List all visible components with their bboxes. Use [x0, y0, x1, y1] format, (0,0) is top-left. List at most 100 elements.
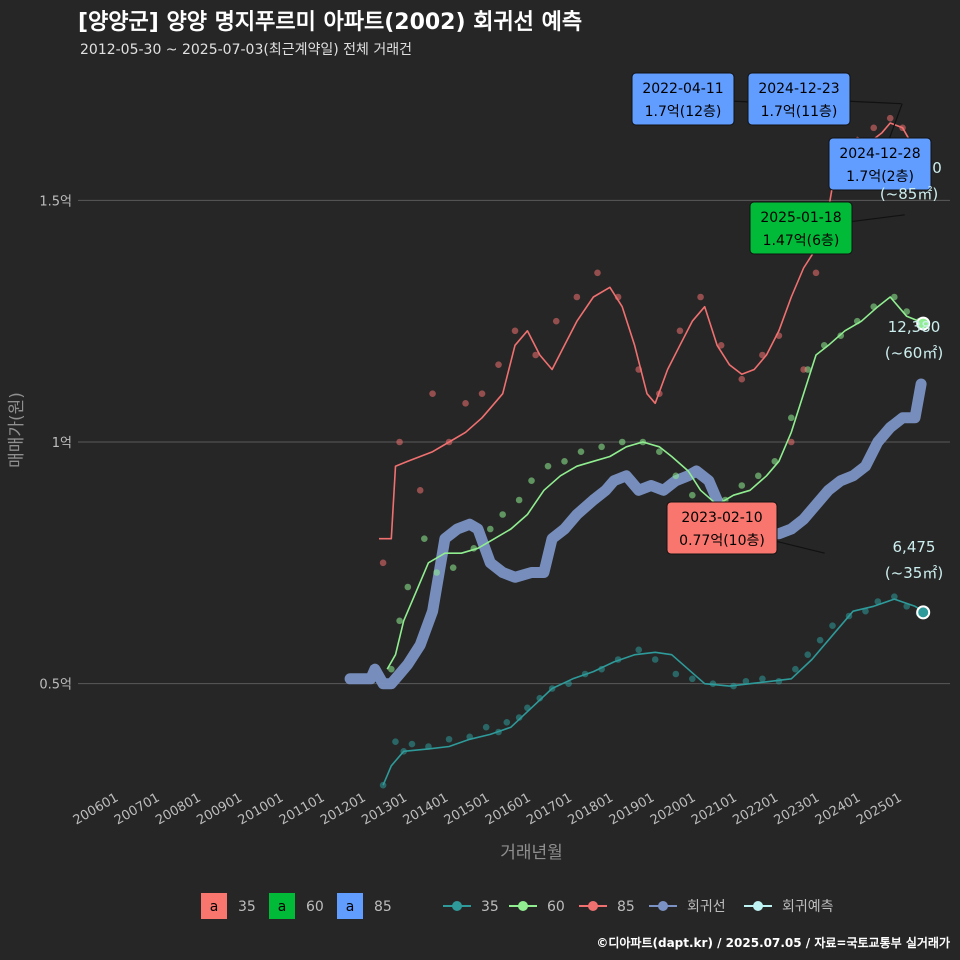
- data-point-35: [742, 677, 750, 685]
- end-label-value: 0: [932, 159, 942, 177]
- legend-line-label: 35: [481, 899, 499, 915]
- annotation-price: 1.47억(6층): [763, 233, 840, 249]
- end-label-unit: (~60㎡): [885, 344, 943, 362]
- data-point-85: [594, 269, 601, 277]
- x-tick-label: 201301: [359, 790, 409, 828]
- legend-line-dot: [452, 901, 462, 911]
- data-point-60: [561, 458, 568, 465]
- data-point-60: [433, 569, 440, 576]
- x-tick-label: 201601: [483, 790, 533, 828]
- data-point-35: [862, 607, 869, 615]
- end-label-unit: (~35㎡): [885, 564, 943, 582]
- data-point-85: [573, 293, 581, 301]
- annotation-price: 1.7억(11층): [761, 104, 838, 120]
- data-point-60: [672, 472, 680, 480]
- y-tick-label: 0.5억: [39, 678, 72, 693]
- annotations: 2022-04-11 1.7억(12층) 2024-12-23 1.7억(11층) 20…: [631, 72, 932, 555]
- x-axis-ticks: 2006012007012008012009012010012011012012…: [71, 790, 905, 828]
- data-point-60: [388, 665, 395, 673]
- data-point-85: [870, 124, 878, 132]
- data-point-60: [404, 583, 412, 591]
- legend-fill-label: 85: [374, 899, 392, 915]
- source-caption: ©디아파트(dapt.kr) / 2025.07.05 / 자료=국토교통부 실…: [596, 936, 950, 950]
- end-label-value: 6,475: [893, 538, 936, 556]
- end-labels: 12,380 (~60㎡) 6,475 (~35㎡) 0 (~85㎡): [880, 159, 943, 582]
- legend-line-label: 85: [617, 899, 635, 915]
- data-point-35: [503, 719, 511, 726]
- legend-fill-key: [269, 893, 295, 919]
- data-point-35: [829, 622, 836, 629]
- data-point-60: [891, 293, 898, 301]
- annotation-price: 1.7억(12층): [645, 104, 722, 120]
- x-tick-label: 201001: [236, 790, 286, 828]
- y-axis-ticks: 0.5억 1억 1.5억: [39, 194, 72, 692]
- legend-line-dot: [588, 901, 598, 911]
- annotation-box: [666, 501, 778, 555]
- data-point-85: [416, 487, 424, 494]
- annotation-date: 2024-12-28: [839, 146, 920, 162]
- data-point-35: [445, 735, 453, 743]
- chart-title: [양양군] 양양 명지푸르미 아파트(2002) 회귀선 예측: [78, 10, 583, 35]
- x-tick-label: 200601: [71, 790, 121, 828]
- legend-fill-key: [201, 893, 227, 919]
- data-point-85: [478, 390, 486, 397]
- x-tick-label: 201401: [401, 790, 451, 828]
- annotation-price: 1.7억(2층): [846, 169, 914, 185]
- data-point-35: [816, 636, 824, 644]
- data-point-85: [717, 342, 725, 349]
- data-point-35: [536, 694, 544, 702]
- data-point-35: [482, 723, 490, 731]
- data-point-35: [408, 740, 416, 748]
- data-point-60: [738, 482, 746, 489]
- legend-line-dot: [753, 901, 763, 911]
- data-point-35: [689, 675, 696, 683]
- data-point-60: [598, 443, 605, 451]
- legend-line-label: 60: [547, 899, 565, 915]
- trend-line-60: [386, 296, 920, 670]
- data-point-85: [396, 438, 403, 446]
- legend-line-dot: [518, 901, 528, 911]
- data-point-60: [421, 535, 428, 542]
- legend-fill-glyph: a: [210, 899, 219, 915]
- regression-line: [344, 378, 927, 690]
- data-point-35: [651, 656, 659, 663]
- x-tick-label: 201201: [318, 790, 368, 828]
- trend-line-35: [382, 598, 924, 786]
- grid-lines: [78, 199, 950, 685]
- x-tick-label: 201801: [565, 790, 615, 828]
- data-point-35: [792, 665, 799, 673]
- data-point-35: [635, 646, 643, 654]
- x-tick-label: 202201: [730, 790, 780, 828]
- legend-line-label: 회귀선: [687, 899, 726, 915]
- data-point-60: [754, 472, 762, 480]
- annotation-box: [631, 72, 735, 126]
- x-tick-label: 201701: [524, 790, 574, 828]
- data-point-35: [891, 593, 898, 600]
- data-point-85: [697, 293, 704, 301]
- data-point-60: [577, 448, 585, 455]
- x-tick-label: 201501: [442, 790, 492, 828]
- data-point-85: [379, 559, 387, 567]
- legend-fill-glyph: a: [346, 899, 355, 915]
- legend-line-dot: [658, 901, 668, 911]
- x-tick-label: 202001: [648, 790, 698, 828]
- x-tick-label: 202301: [772, 790, 822, 828]
- data-point-60: [449, 564, 457, 571]
- x-tick-label: 201101: [277, 790, 327, 828]
- x-axis-title: 거래년월: [500, 843, 563, 863]
- data-point-60: [656, 448, 663, 455]
- x-tick-label: 202101: [689, 790, 739, 828]
- data-point-35: [874, 598, 882, 605]
- forecast-point-60: [916, 316, 931, 331]
- data-point-35: [759, 675, 766, 683]
- annotation-box: [828, 137, 932, 191]
- data-point-85: [429, 390, 436, 397]
- data-point-60: [486, 525, 494, 533]
- end-label-unit: (~85㎡): [880, 185, 938, 203]
- forecast-point-35: [916, 605, 931, 620]
- legend-fill-glyph: a: [278, 899, 287, 915]
- data-point-60: [544, 462, 552, 470]
- data-point-35: [515, 714, 523, 721]
- x-tick-label: 200901: [194, 790, 244, 828]
- data-point-85: [552, 317, 560, 325]
